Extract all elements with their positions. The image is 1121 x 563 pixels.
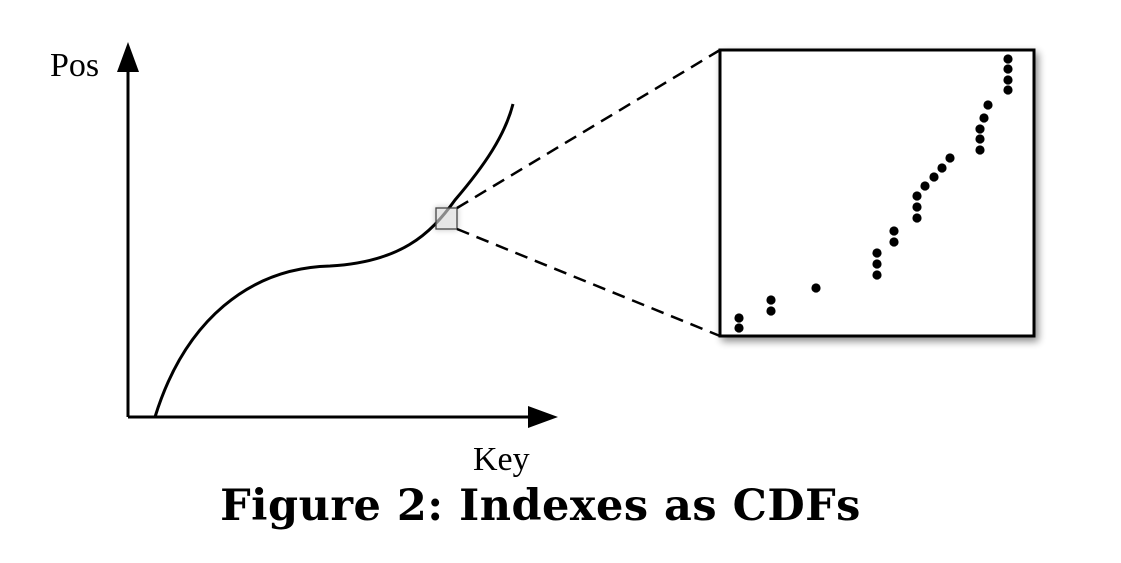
inset-data-point [734,323,744,333]
inset-data-point [1003,64,1013,74]
inset-data-point [1003,75,1013,85]
inset-data-point [811,283,821,293]
inset-data-point [945,153,955,163]
inset-data-point [734,313,744,323]
inset-data-point [975,134,985,144]
inset-data-point [889,226,899,236]
x-axis-label: Key [473,441,530,478]
axes [117,42,558,428]
inset-data-point [983,100,993,110]
inset-data-point [929,172,939,182]
inset-data-point [975,124,985,134]
inset-data-point [1003,54,1013,64]
y-axis-label: Pos [50,47,99,84]
inset-data-point [872,248,882,258]
inset-data-point [1003,85,1013,95]
zoom-inset-frame [718,48,1036,338]
figure-caption: Figure 2: Indexes as CDFs [220,481,861,531]
inset-data-point [912,213,922,223]
zoom-connector-bottom [456,227,721,338]
zoom-region-marker [435,207,458,230]
inset-data-point [979,113,989,123]
cdf-curve [153,103,515,418]
inset-data-point [889,237,899,247]
inset-data-point [766,306,776,316]
inset-data-point [766,295,776,305]
zoom-inset-points [734,54,1013,333]
inset-data-point [872,270,882,280]
inset-data-point [937,163,947,173]
x-axis-arrowhead [528,406,558,428]
inset-data-point [975,145,985,155]
inset-data-point [872,259,882,269]
y-axis-arrowhead [117,42,139,72]
inset-data-point [920,181,930,191]
inset-data-point [912,191,922,201]
zoom-connectors [456,48,721,338]
zoom-connector-top [456,48,721,210]
inset-data-point [912,202,922,212]
